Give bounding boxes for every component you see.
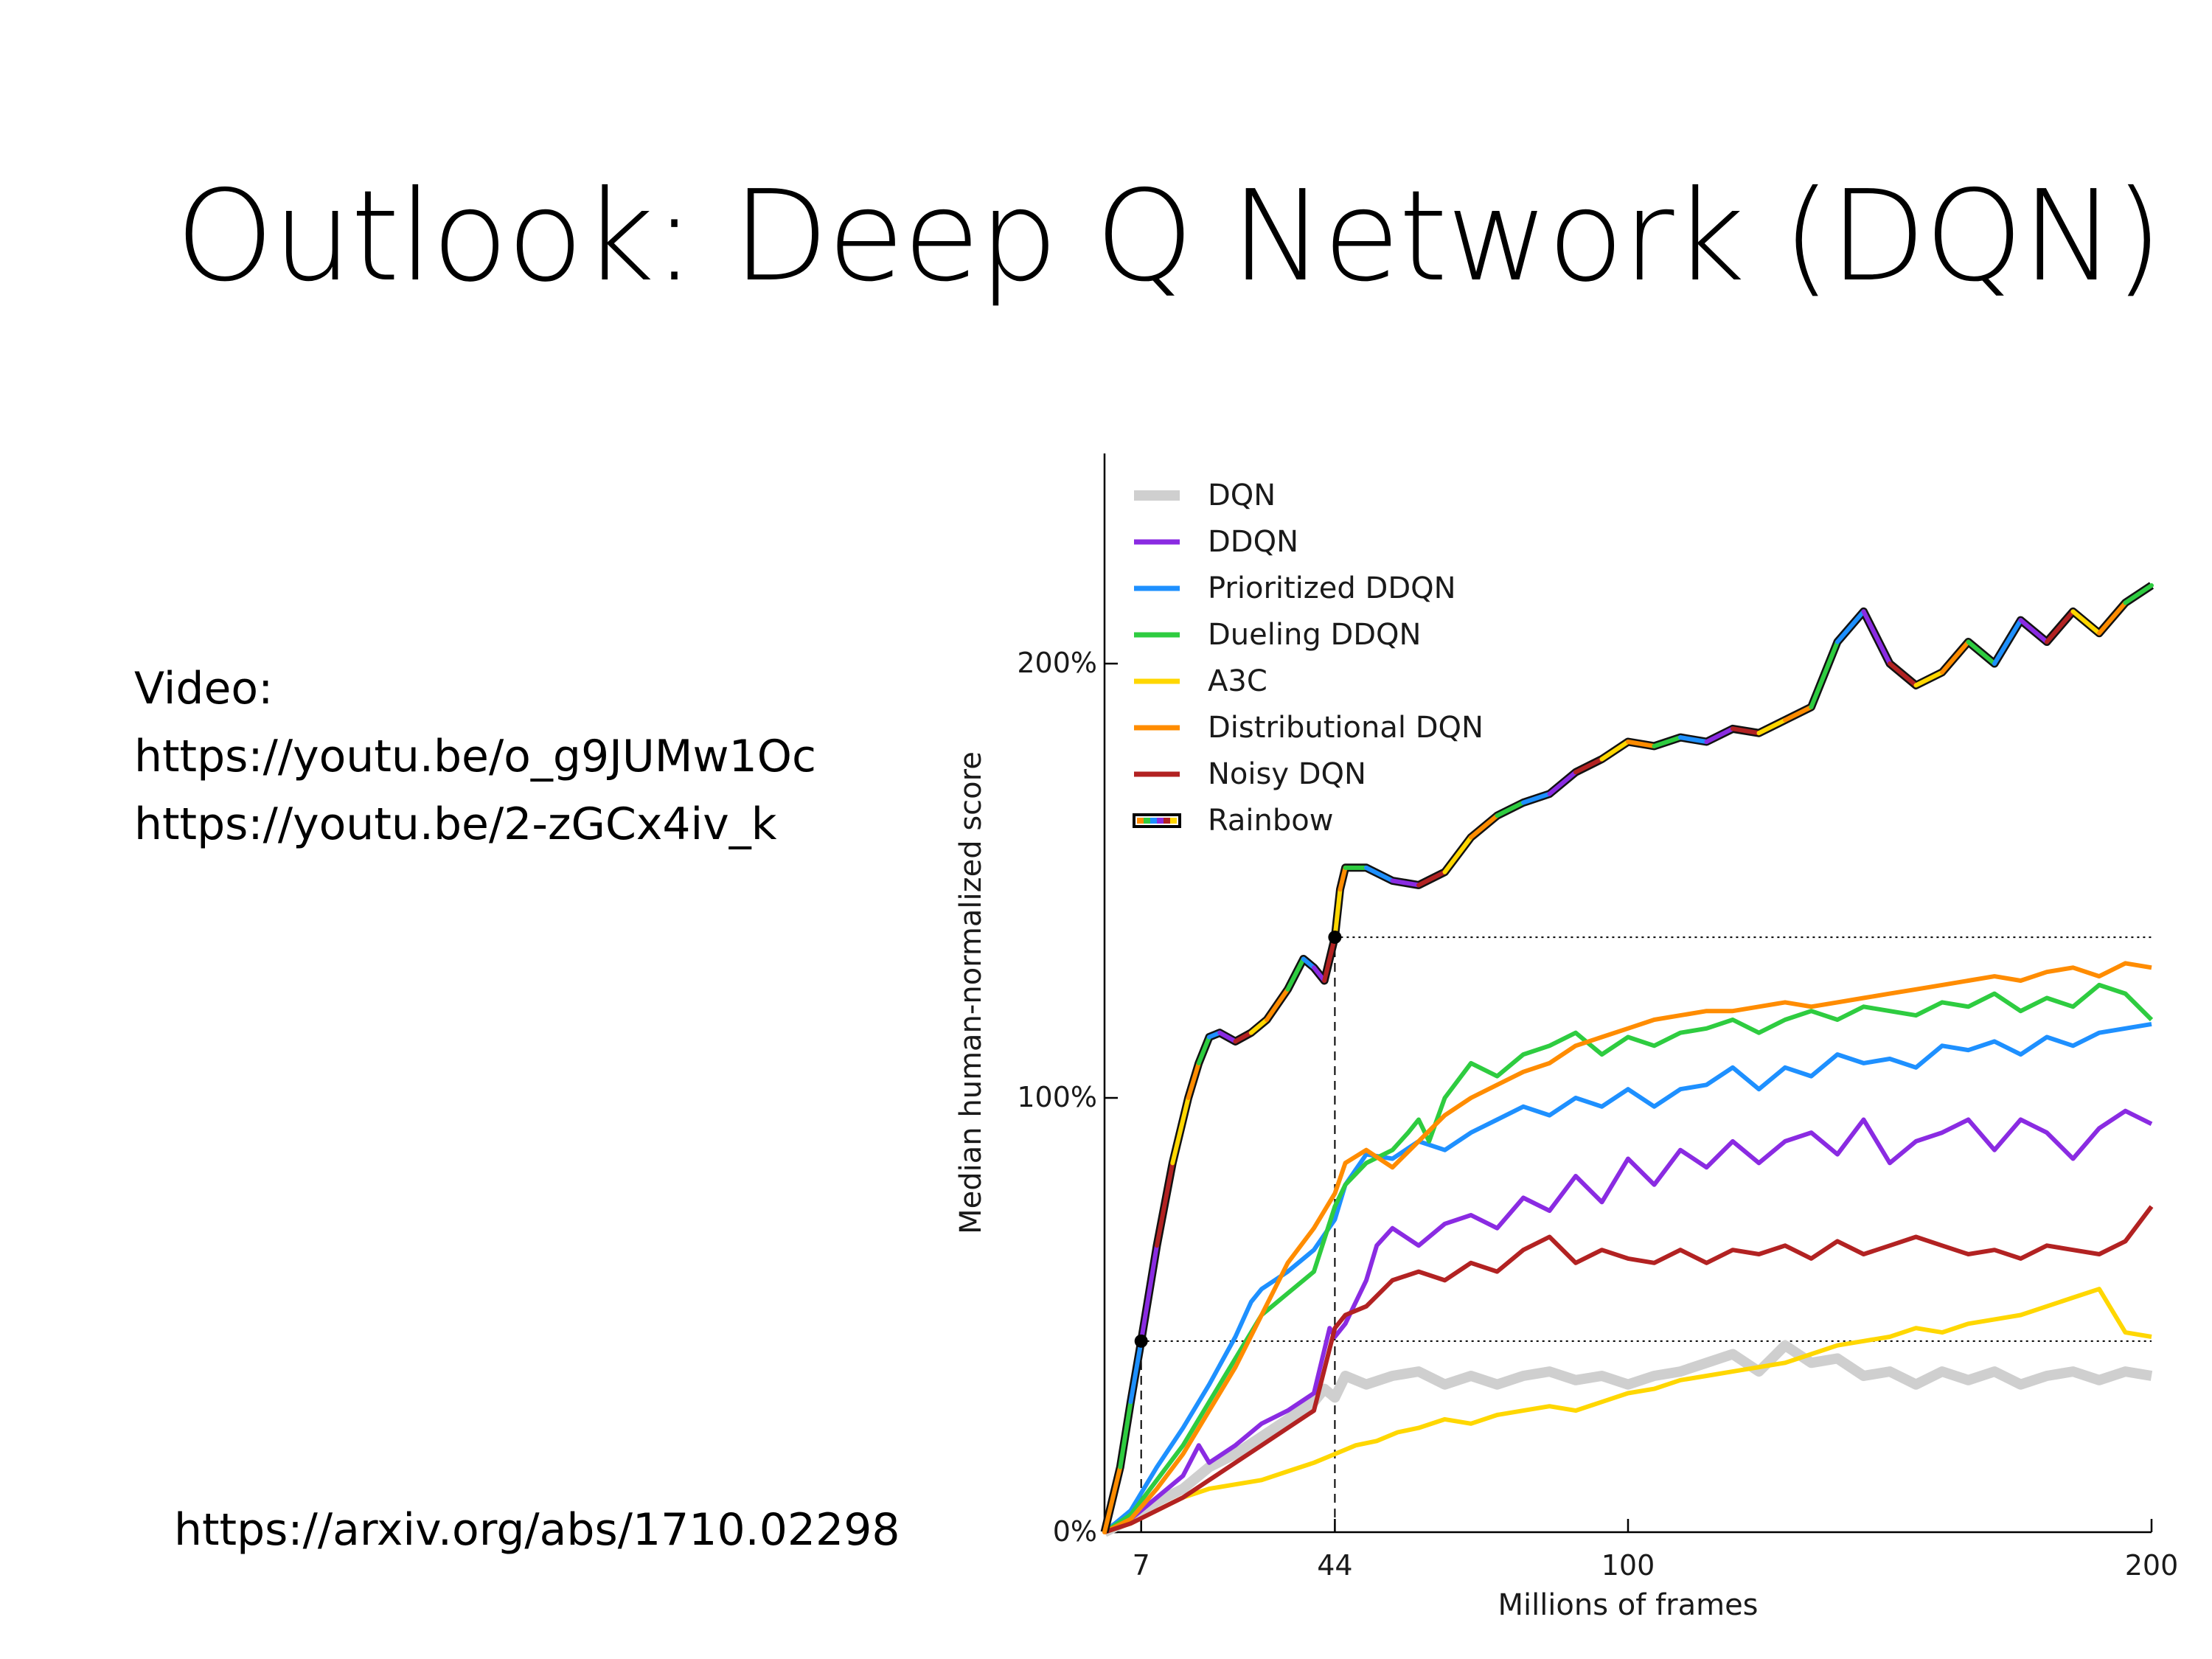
x-tick-label: 200 [2125,1549,2179,1582]
rainbow-segment [1940,639,1971,675]
legend-rainbow-stripe [1164,818,1170,824]
rainbow-segment [1138,1243,1159,1343]
rainbow-segment [1573,757,1604,775]
rainbow-segment [1338,865,1348,892]
rainbow-segment [1756,717,1787,736]
rainbow-segment [1322,935,1338,983]
rainbow-segment [1128,1338,1144,1405]
rainbow-segment [1118,1399,1133,1470]
legend-label: DQN [1208,479,1276,512]
rainbow-segment [1704,726,1735,745]
rainbow-segment [1626,740,1657,748]
legend-label: Distributional DQN [1208,711,1484,745]
rainbow-segment [1783,704,1814,723]
series-line-a3c [1104,1287,2152,1534]
video-links-block: Video: https://youtu.be/o_g9JUMw1Oc http… [134,655,816,858]
series-line-dqn [1102,1340,2153,1537]
x-axis-label: Millions of frames [1498,1588,1758,1622]
legend-label: Prioritized DDQN [1208,571,1456,605]
video-link-2[interactable]: https://youtu.be/2-zGCx4iv_k [134,799,777,850]
rainbow-segment [1913,669,1944,688]
rainbow-segment [1547,770,1578,796]
rainbow-segment [1966,639,1997,666]
series-line-ddqn [1103,1108,2153,1534]
y-axis-label: Median human-normalized score [954,751,988,1234]
rainbow-segment [2070,609,2101,636]
rainbow-segment [1364,865,1395,883]
legend-label: Dueling DDQN [1208,618,1421,652]
rainbow-segment [1155,1161,1175,1248]
rainbow-segment [1652,735,1683,748]
rainbow-segment [2045,609,2076,644]
rainbow-segment [1390,878,1421,888]
rainbow-segment [2097,600,2128,636]
rainbow-segment [1186,1060,1201,1100]
rainbow-segment [1233,1030,1253,1044]
slide-title: Outlook: Deep Q Network (DQN) [175,164,2163,310]
legend-label: DDQN [1208,525,1298,559]
series-line-distributional-dqn [1103,961,2152,1534]
rainbow-segment [1678,735,1709,745]
legend-rainbow-stripe [1170,818,1177,824]
y-tick-label: 100% [1017,1081,1097,1113]
video-heading: Video: [134,663,274,714]
x-tick-label: 44 [1317,1549,1352,1582]
paper-link[interactable]: https://arxiv.org/abs/1710.02298 [174,1504,900,1556]
legend-rainbow-stripe [1157,818,1164,824]
rainbow-segment [1332,887,1343,940]
rainbow-segment [1809,639,1840,709]
y-tick-label: 200% [1017,647,1097,679]
rainbow-segment [1442,835,1473,874]
rainbow-segment [1196,1034,1211,1065]
x-tick-label: 100 [1601,1549,1655,1582]
legend-swatch-rainbow [1133,813,1181,828]
marker-point [1328,931,1342,945]
rainbow-segment [1861,609,1892,666]
rainbow-segment [1835,609,1866,644]
legend-label: Noisy DQN [1208,757,1366,791]
rainbow-segment [2018,618,2049,644]
y-tick-label: 0% [1053,1515,1097,1548]
legend-label: A3C [1208,664,1267,698]
legend-rainbow-stripe [1137,818,1144,824]
series-line-noisy-dqn [1104,1205,2154,1534]
rainbow-segment [1285,956,1306,992]
legend-label: Rainbow [1208,804,1333,838]
rainbow-segment [1102,1464,1123,1534]
x-tick-label: 7 [1133,1549,1150,1582]
series-line-prioritized-ddqn [1103,1021,2152,1534]
rainbow-segment [1469,813,1500,840]
rainbow-segment [1301,956,1316,970]
rainbow-segment [1495,800,1526,818]
rainbow-segment [1521,791,1552,805]
rainbow-segment [1217,1030,1238,1044]
rainbow-segment [1992,618,2023,666]
rainbow-segment [2123,582,2154,605]
rainbow-segment [1731,726,1761,736]
video-link-1[interactable]: https://youtu.be/o_g9JUMw1Oc [134,731,816,782]
rainbow-segment [1599,740,1630,762]
rainbow-segment [1170,1096,1191,1166]
marker-point [1134,1334,1148,1348]
rainbow-segment [1888,661,1919,688]
rainbow-segment [1416,869,1447,888]
legend-rainbow-stripe [1144,818,1150,824]
rainbow-segment [1248,1017,1270,1035]
rainbow-segment [1265,987,1290,1022]
legend-rainbow-stripe [1150,818,1157,824]
